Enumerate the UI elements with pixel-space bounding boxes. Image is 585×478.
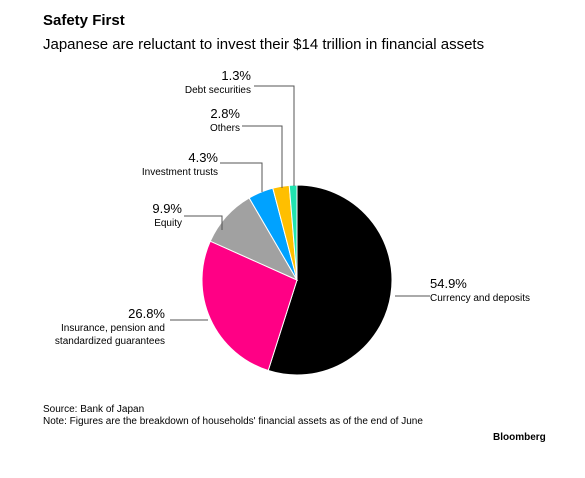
- brand-logo: Bloomberg: [493, 432, 546, 443]
- leader-lines: [170, 85, 430, 321]
- slice-value-label: 26.8%: [128, 306, 165, 321]
- slice-labels: 54.9% Currency and deposits 26.8% Insurance…: [55, 68, 530, 347]
- slice-value-label: 54.9%: [430, 276, 467, 291]
- slice-value-label: 1.3%: [221, 68, 251, 83]
- chart-subtitle: Japanese are reluctant to invest their $…: [43, 36, 485, 53]
- pie-slice-insurance-pension-and-standardized-guarantees: [201, 240, 298, 372]
- pie-slice-debt-securities: [288, 184, 298, 281]
- footnote: Note: Figures are the breakdown of house…: [43, 416, 423, 427]
- leader-line: [254, 85, 295, 186]
- slice-value-label: 4.3%: [188, 150, 218, 165]
- leader-line: [242, 125, 283, 188]
- slice-value-label: 2.8%: [210, 106, 240, 121]
- slice-category-label: Others: [210, 123, 240, 134]
- pie-slices: [201, 184, 393, 376]
- pie-slice-currency-and-deposits: [267, 184, 393, 376]
- slice-category-label: Currency and deposits: [430, 293, 530, 304]
- slice-value-label: 9.9%: [152, 201, 182, 216]
- slice-category-label: Debt securities: [185, 85, 251, 96]
- slice-category-label: Equity: [154, 218, 182, 229]
- chart-footer: Source: Bank of Japan Note: Figures are …: [43, 404, 463, 428]
- leader-line: [184, 215, 223, 230]
- slice-category-label: standardized guarantees: [55, 336, 165, 347]
- pie-chart: 54.9% Currency and deposits 26.8% Insurance…: [55, 68, 530, 376]
- chart-title: Safety First: [43, 12, 125, 29]
- slice-category-label: Investment trusts: [142, 167, 218, 178]
- leader-line: [220, 162, 263, 192]
- slice-category-label: Insurance, pension and: [61, 323, 165, 334]
- source-note: Source: Bank of Japan: [43, 404, 145, 415]
